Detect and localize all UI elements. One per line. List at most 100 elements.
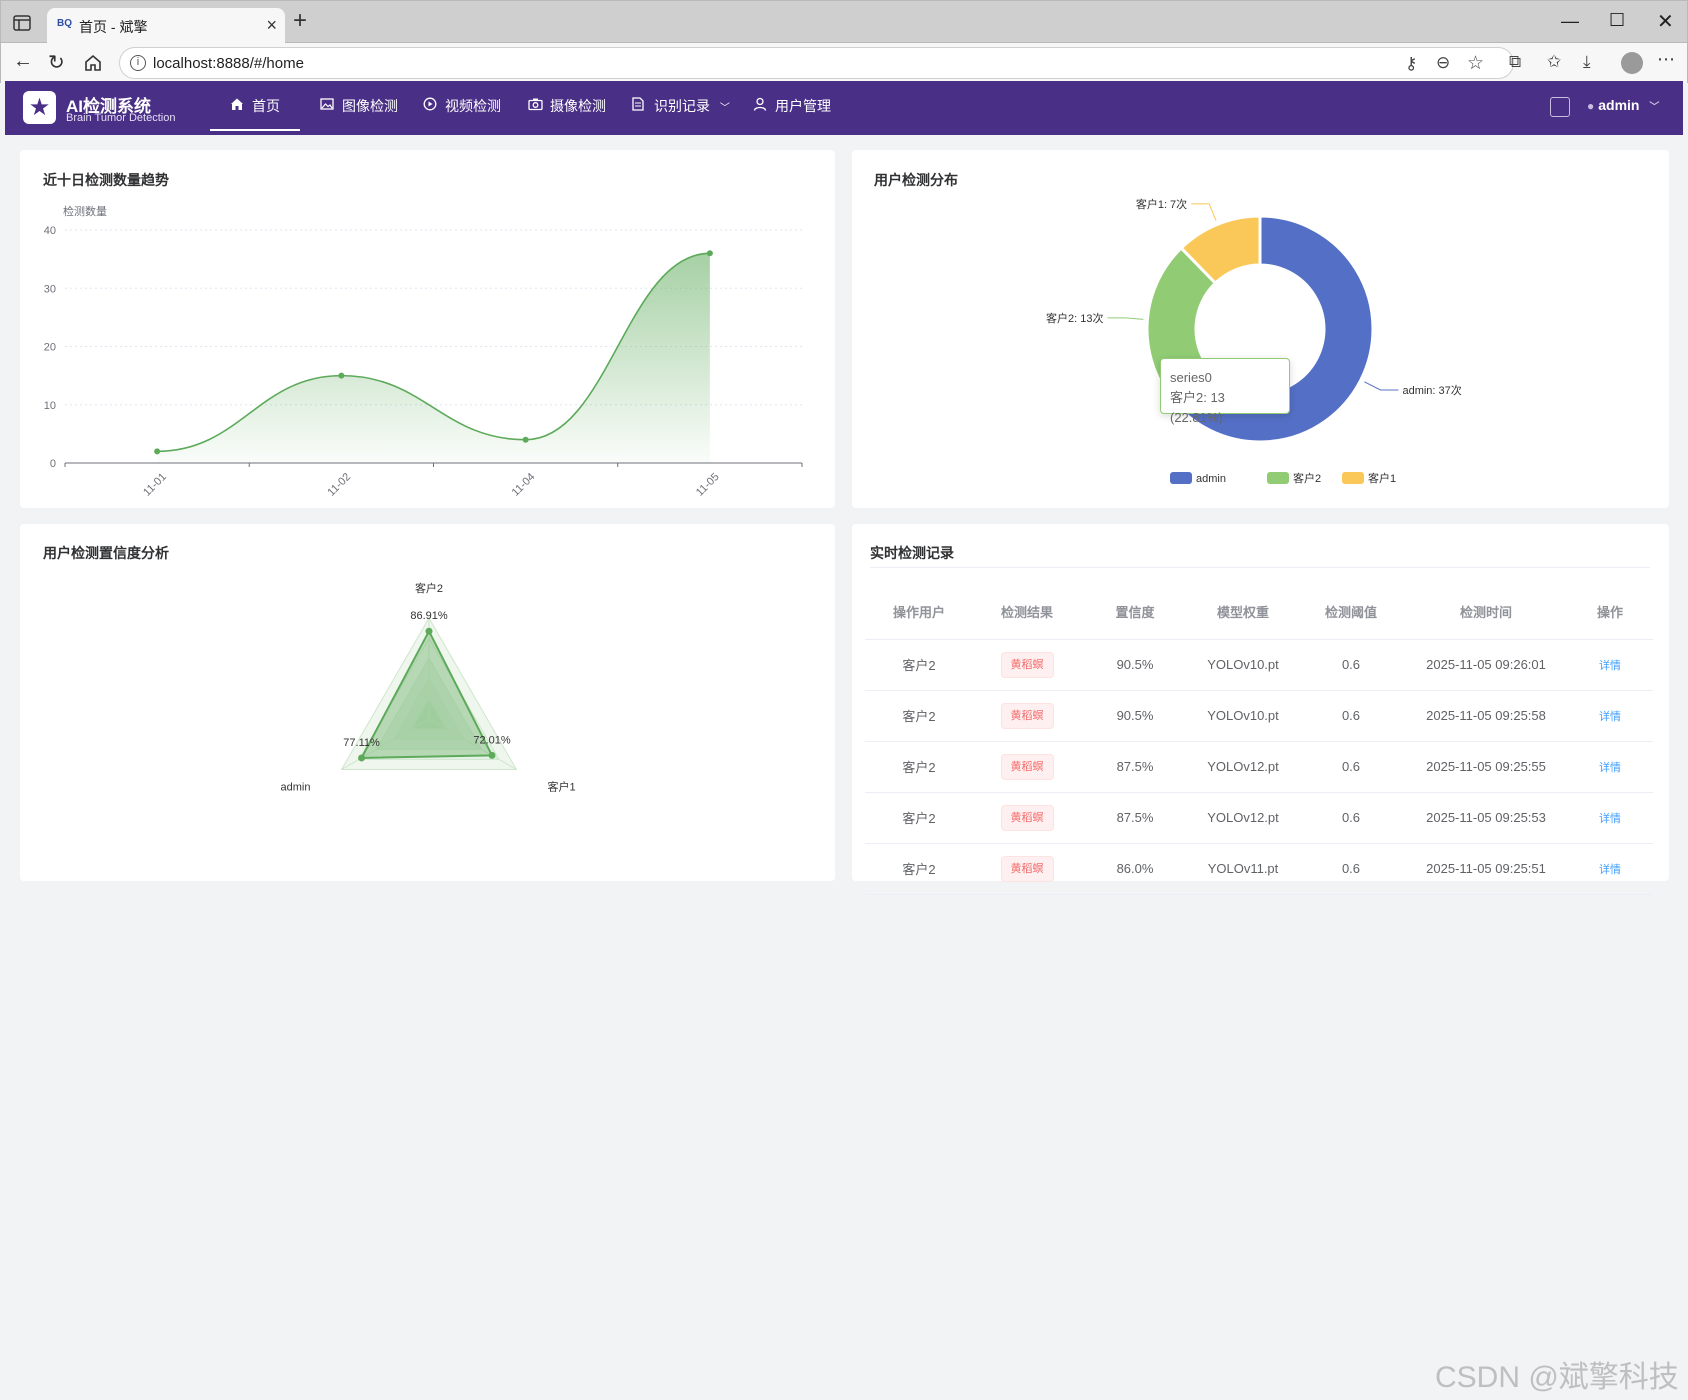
records-card-title: 实时检测记录: [870, 545, 954, 561]
legend-swatch: [1342, 472, 1364, 484]
browser-tab[interactable]: BQ 首页 - 斌擎 ×: [47, 8, 285, 44]
extensions-icon[interactable]: ⧉: [1509, 52, 1522, 71]
more-menu-icon[interactable]: ⋯: [1657, 49, 1675, 69]
close-tab-icon[interactable]: ×: [266, 15, 277, 35]
legend-label: 客户1: [1368, 471, 1396, 485]
y-tick-label: 0: [50, 458, 56, 470]
table-row: 客户2 黄稻螟 86.0% YOLOv11.pt 0.6 2025-11-05 …: [865, 843, 1653, 895]
cell-time: 2025-11-05 09:25:51: [1405, 843, 1567, 895]
profile-avatar[interactable]: [1621, 52, 1643, 74]
column-header-time[interactable]: 检测时间: [1405, 584, 1567, 640]
radar-indicator-label: 客户2: [415, 581, 443, 595]
menu-item-home[interactable]: 首页: [210, 81, 300, 131]
cell-time: 2025-11-05 09:25:55: [1405, 741, 1567, 793]
refresh-icon[interactable]: ↻: [48, 52, 65, 74]
download-icon[interactable]: ⤓: [1583, 52, 1591, 71]
minimize-icon[interactable]: —: [1561, 11, 1579, 31]
table-row: 客户2 黄稻螟 90.5% YOLOv10.pt 0.6 2025-11-05 …: [865, 690, 1653, 742]
cell-model: YOLOv11.pt: [1189, 843, 1297, 895]
slice-label: 客户2: 13次: [1046, 311, 1103, 325]
legend-label: 客户2: [1293, 471, 1321, 485]
username: admin: [1598, 97, 1640, 113]
cell-model: YOLOv12.pt: [1189, 741, 1297, 793]
detail-link[interactable]: 详情: [1599, 863, 1621, 876]
user-menu[interactable]: ● admin ﹀: [1587, 97, 1659, 113]
logo-star-icon: ★: [23, 91, 56, 124]
document-icon: [632, 81, 650, 131]
cell-confidence: 87.5%: [1081, 792, 1189, 844]
result-tag: 黄稻螟: [1000, 855, 1054, 882]
new-tab-icon[interactable]: +: [293, 7, 308, 34]
trend-card: 近十日检测数量趋势 检测数量 0 10 20 30 40 11-01 11-02 11-04 11…: [20, 150, 835, 508]
column-header-confidence[interactable]: 置信度: [1081, 584, 1189, 640]
cell-threshold: 0.6: [1297, 843, 1405, 895]
detail-link[interactable]: 详情: [1599, 659, 1621, 672]
column-header-action: 操作: [1567, 584, 1653, 640]
column-header-user[interactable]: 操作用户: [865, 584, 973, 640]
data-point: [338, 372, 345, 379]
detail-link[interactable]: 详情: [1599, 812, 1621, 825]
distribution-card: 用户检测分布 admin: 37次 客户2: 13次 客户1: 7次 admin 客户2…: [852, 150, 1669, 508]
tab-title: 首页 - 斌擎: [79, 19, 148, 35]
back-icon[interactable]: ←: [13, 50, 33, 72]
cell-time: 2025-11-05 09:25:58: [1405, 690, 1567, 742]
image-icon: [320, 81, 338, 131]
radar-card-title: 用户检测置信度分析: [43, 545, 169, 561]
cell-model: YOLOv10.pt: [1189, 639, 1297, 691]
label-leader-line: [1364, 381, 1399, 391]
cell-time: 2025-11-05 09:26:01: [1405, 639, 1567, 691]
legend-swatch: [1170, 472, 1192, 484]
column-header-result[interactable]: 检测结果: [973, 584, 1081, 640]
trend-card-title: 近十日检测数量趋势: [43, 172, 169, 188]
result-tag: 黄稻螟: [1000, 804, 1054, 831]
site-info-icon[interactable]: i: [130, 55, 146, 71]
cell-user: 客户2: [865, 690, 973, 742]
column-header-model[interactable]: 模型权重: [1189, 584, 1297, 640]
menu-item-video-detect[interactable]: 视频检测: [403, 81, 521, 131]
fullscreen-icon[interactable]: [1550, 97, 1570, 117]
radar-axis-line: [341, 718, 430, 770]
maximize-icon[interactable]: ☐: [1609, 10, 1626, 30]
home-browser-icon[interactable]: [83, 53, 103, 73]
menu-item-camera-detect[interactable]: 摄像检测: [508, 81, 626, 131]
cell-model: YOLOv12.pt: [1189, 792, 1297, 844]
radar-indicator-label: 客户1: [548, 780, 576, 794]
app-subtitle: Brain Tumor Detection: [66, 112, 176, 124]
user-icon: [753, 81, 771, 131]
result-tag: 黄稻螟: [1000, 702, 1054, 729]
detail-link[interactable]: 详情: [1599, 761, 1621, 774]
data-point: [706, 250, 713, 257]
tab-actions-icon[interactable]: [11, 12, 33, 34]
zoom-icon[interactable]: ⊖: [1436, 53, 1451, 72]
chevron-down-icon: ﹀: [719, 103, 730, 114]
app-header: ★ AI检测系统 Brain Tumor Detection 首页 图像检测 视…: [5, 81, 1683, 135]
data-point: [522, 436, 529, 443]
camera-icon: [528, 81, 546, 131]
url-field[interactable]: i localhost:8888/#/home ⚷ ⊖ ☆: [119, 47, 1514, 79]
favorite-star-icon[interactable]: ☆: [1467, 53, 1485, 74]
records-card: 实时检测记录 操作用户 检测结果 置信度 模型权重 检测阈值 检测时间 操作 客…: [852, 524, 1669, 895]
data-point: [154, 448, 161, 455]
key-icon[interactable]: ⚷: [1405, 54, 1418, 73]
home-icon: [230, 81, 248, 131]
legend-swatch: [1267, 472, 1289, 484]
y-tick-label: 30: [44, 283, 56, 295]
column-header-threshold[interactable]: 检测阈值: [1297, 584, 1405, 640]
y-axis-label: 检测数量: [63, 204, 107, 218]
cell-threshold: 0.6: [1297, 639, 1405, 691]
user-avatar-icon: ●: [1587, 99, 1595, 113]
menu-item-user-manage[interactable]: 用户管理: [733, 81, 851, 131]
play-circle-icon: [423, 81, 441, 131]
browser-tab-strip: BQ 首页 - 斌擎 × + — ☐ ✕: [0, 0, 1688, 44]
menu-item-image-detect[interactable]: 图像检测: [300, 81, 418, 131]
menu-item-records[interactable]: 识别记录 ﹀: [612, 81, 750, 131]
cell-threshold: 0.6: [1297, 741, 1405, 793]
close-window-icon[interactable]: ✕: [1657, 11, 1674, 33]
cell-time: 2025-11-05 09:25:53: [1405, 792, 1567, 844]
series-area: [157, 253, 710, 463]
cell-confidence: 86.0%: [1081, 843, 1189, 895]
url-text: localhost:8888/#/home: [153, 55, 304, 72]
favorites-icon[interactable]: ✩: [1547, 52, 1562, 71]
radar-chart: 客户2 客户1 admin 86.91% 72.01% 77.11%: [281, 581, 576, 794]
detail-link[interactable]: 详情: [1599, 710, 1621, 723]
